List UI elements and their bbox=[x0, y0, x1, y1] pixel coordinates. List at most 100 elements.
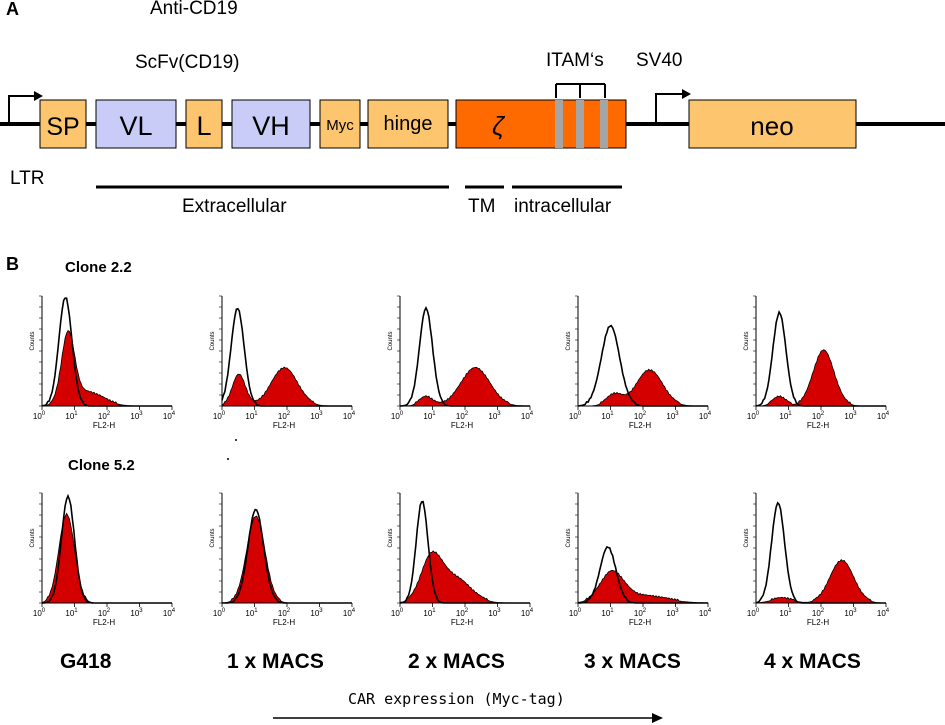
hinge-box-label: hinge bbox=[384, 113, 433, 135]
expression-histogram bbox=[755, 558, 887, 604]
x-tick-exponent: 4 bbox=[530, 608, 534, 614]
x-tick-label: 102 bbox=[278, 608, 291, 618]
stray-dot bbox=[227, 458, 229, 460]
x-tick-label: 102 bbox=[456, 411, 469, 421]
zeta-box bbox=[455, 99, 627, 149]
x-tick-exponent: 1 bbox=[254, 411, 258, 417]
x-tick-label: 103 bbox=[488, 608, 501, 618]
x-tick-label: 101 bbox=[601, 608, 614, 618]
x-tick-exponent: 3 bbox=[319, 411, 323, 417]
myc-box-label: Myc bbox=[326, 117, 354, 134]
itam-stripe-3 bbox=[600, 100, 608, 148]
expression-histogram bbox=[577, 569, 709, 604]
x-tick-label: 104 bbox=[343, 608, 356, 618]
extracellular-label: Extracellular bbox=[182, 196, 287, 217]
x-tick-exponent: 2 bbox=[465, 608, 469, 614]
y-axis-label: Counts bbox=[566, 528, 572, 547]
x-tick-label: 101 bbox=[245, 608, 258, 618]
x-tick-exponent: 4 bbox=[708, 411, 712, 417]
y-axis-label: Counts bbox=[30, 331, 36, 350]
y-axis-label: Counts bbox=[388, 528, 394, 547]
vh-box-label: VH bbox=[252, 111, 290, 141]
x-tick-label: 100 bbox=[33, 411, 46, 421]
expression-histogram bbox=[756, 349, 886, 407]
x-tick-label: 100 bbox=[747, 608, 760, 618]
condition-label-3x-macs: 3 x MACS bbox=[584, 650, 681, 673]
vl-box bbox=[95, 99, 177, 149]
zeta-box-label: ζ bbox=[492, 111, 506, 141]
x-tick-label: 103 bbox=[310, 411, 323, 421]
x-tick-label: 100 bbox=[747, 411, 760, 421]
itam-label: ITAM‘s bbox=[546, 50, 604, 71]
sv40-label: SV40 bbox=[636, 50, 683, 71]
x-tick-label: 102 bbox=[634, 608, 647, 618]
expression-histogram bbox=[221, 515, 352, 604]
x-tick-exponent: 3 bbox=[675, 411, 679, 417]
intracellular-label: intracellular bbox=[514, 196, 612, 217]
x-tick-label: 101 bbox=[779, 411, 792, 421]
stray-dot bbox=[235, 439, 237, 441]
x-tick-exponent: 1 bbox=[432, 411, 436, 417]
x-tick-label: 103 bbox=[844, 411, 857, 421]
x-tick-exponent: 3 bbox=[139, 411, 143, 417]
x-tick-label: 101 bbox=[423, 608, 436, 618]
x-tick-exponent: 1 bbox=[788, 411, 792, 417]
x-tick-label: 103 bbox=[130, 411, 143, 421]
x-axis-label: FL2-H bbox=[629, 618, 651, 627]
x-axis-label: FL2-H bbox=[807, 421, 829, 430]
x-tick-exponent: 4 bbox=[708, 608, 712, 614]
ltr-promoter-arrow bbox=[8, 91, 43, 124]
x-tick-exponent: 2 bbox=[821, 411, 825, 417]
x-axis-label: FL2-H bbox=[451, 421, 473, 430]
panel-b-letter: B bbox=[6, 254, 19, 274]
x-axis-label: FL2-H bbox=[629, 421, 651, 430]
x-tick-exponent: 0 bbox=[400, 608, 404, 614]
x-tick-label: 100 bbox=[33, 608, 46, 618]
sv40-promoter-arrow bbox=[655, 89, 691, 124]
y-axis-label: Counts bbox=[210, 331, 216, 350]
x-tick-label: 104 bbox=[163, 608, 176, 618]
x-tick-exponent: 0 bbox=[400, 411, 404, 417]
x-tick-label: 103 bbox=[310, 608, 323, 618]
x-axis-label: FL2-H bbox=[807, 618, 829, 627]
y-axis-label: Counts bbox=[566, 331, 572, 350]
x-tick-label: 100 bbox=[391, 608, 404, 618]
x-tick-label: 102 bbox=[98, 411, 111, 421]
x-tick-exponent: 2 bbox=[287, 411, 291, 417]
x-tick-exponent: 3 bbox=[497, 411, 501, 417]
x-tick-exponent: 2 bbox=[643, 411, 647, 417]
y-axis-label: Counts bbox=[30, 528, 36, 547]
clone-2-2-label: Clone 2.2 bbox=[65, 259, 132, 276]
vh-box bbox=[231, 99, 311, 149]
x-tick-label: 102 bbox=[456, 608, 469, 618]
linker-box-label: L bbox=[196, 111, 211, 141]
x-tick-label: 101 bbox=[245, 411, 258, 421]
itam-bracket bbox=[555, 83, 606, 98]
clone-5-2-label: Clone 5.2 bbox=[68, 457, 135, 474]
x-tick-label: 100 bbox=[569, 608, 582, 618]
x-tick-exponent: 2 bbox=[821, 608, 825, 614]
x-tick-label: 101 bbox=[601, 411, 614, 421]
x-tick-exponent: 2 bbox=[287, 608, 291, 614]
x-tick-label: 102 bbox=[812, 608, 825, 618]
vl-box-label: VL bbox=[119, 111, 152, 141]
x-tick-exponent: 3 bbox=[139, 608, 143, 614]
expression-histogram bbox=[41, 512, 172, 604]
x-tick-label: 103 bbox=[666, 411, 679, 421]
x-tick-label: 100 bbox=[213, 411, 226, 421]
x-tick-label: 104 bbox=[521, 608, 534, 618]
expression-histogram bbox=[399, 550, 530, 604]
expression-histogram bbox=[221, 366, 352, 407]
x-tick-exponent: 1 bbox=[610, 411, 614, 417]
x-axis-label: FL2-H bbox=[93, 421, 115, 430]
x-tick-label: 100 bbox=[213, 608, 226, 618]
x-tick-exponent: 2 bbox=[107, 608, 111, 614]
sp-box-label: SP bbox=[46, 113, 79, 141]
x-tick-exponent: 0 bbox=[222, 411, 226, 417]
itam-stripe-2 bbox=[576, 100, 584, 148]
